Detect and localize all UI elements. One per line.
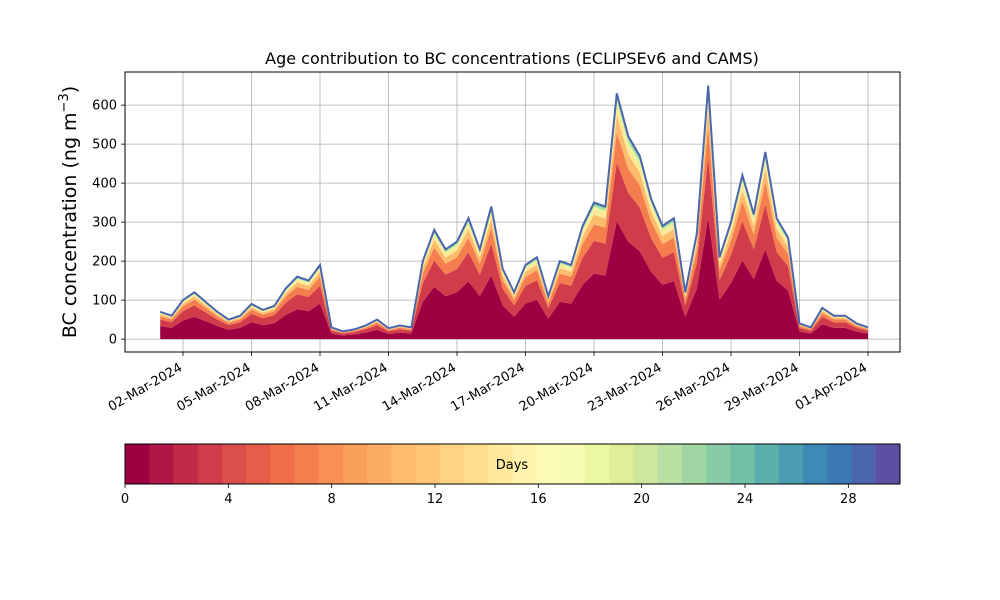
colorbar-tick-label: 8 (328, 492, 336, 507)
y-tick-label: 600 (92, 99, 117, 114)
colorbar-swatch (318, 444, 344, 484)
colorbar-swatch (367, 444, 392, 484)
colorbar-swatch (585, 444, 610, 484)
colorbar-tick-label: 24 (737, 492, 754, 507)
age-band-area (160, 217, 868, 340)
x-tick-label: 02-Mar-2024 (106, 360, 185, 414)
colorbar-swatch (657, 444, 683, 484)
colorbar-swatch (173, 444, 199, 484)
colorbar-swatch (512, 444, 538, 484)
colorbar-swatch (560, 444, 586, 484)
y-tick-label: 300 (92, 216, 117, 231)
colorbar-swatch (294, 444, 320, 484)
colorbar-tick-label: 0 (121, 492, 129, 507)
colorbar-swatch (149, 444, 174, 484)
colorbar-tick-label: 4 (224, 492, 232, 507)
colorbar-swatch (464, 444, 489, 484)
x-tick-label: 17-Mar-2024 (448, 360, 527, 414)
colorbar-swatch (609, 444, 635, 484)
colorbar-swatch (730, 444, 756, 484)
colorbar-tick-label: 28 (840, 492, 857, 507)
colorbar-swatch (778, 444, 804, 484)
colorbar-tick-label: 16 (530, 492, 547, 507)
colorbar-swatch (827, 444, 853, 484)
plot-frame-rect (124, 71, 901, 353)
chart-title: Age contribution to BC concentrations (E… (265, 49, 759, 68)
colorbar-swatch (706, 444, 731, 484)
colorbar-swatch (246, 444, 271, 484)
y-tick-label: 100 (92, 294, 117, 309)
colorbar-swatch (536, 444, 562, 484)
age-band-area (160, 156, 868, 336)
colorbar-swatch (221, 444, 247, 484)
colorbar (124, 443, 901, 485)
y-ticks: 0 100 200 300 400 500 600 (92, 99, 125, 348)
y-tick-label: 0 (109, 333, 117, 348)
y-tick-label: 400 (92, 177, 117, 192)
y-axis-label: BC concentration (ng m−3) (57, 86, 81, 338)
x-ticks: 02-Mar-202405-Mar-202408-Mar-202411-Mar-… (106, 352, 870, 415)
colorbar-tick-label: 12 (427, 492, 444, 507)
total-series-line (159, 85, 869, 333)
colorbar-swatch (415, 444, 441, 484)
colorbar-swatch (754, 444, 780, 484)
colorbar-swatch (391, 444, 417, 484)
colorbar-frame (124, 443, 901, 485)
x-tick-label: 26-Mar-2024 (654, 360, 733, 414)
colorbar-swatch (197, 444, 223, 484)
plot-frame (124, 71, 901, 353)
colorbar-swatch (682, 444, 707, 484)
x-tick-label: 23-Mar-2024 (585, 360, 664, 414)
colorbar-swatch (633, 444, 659, 484)
colorbar-swatch (125, 444, 150, 484)
x-tick-label: 14-Mar-2024 (380, 360, 459, 414)
colorbar-swatch (875, 444, 901, 484)
y-tick-label: 200 (92, 255, 117, 270)
colorbar-swatch (342, 444, 368, 484)
y-axis-label-main: BC concentration (ng m (59, 112, 81, 338)
y-axis-label-close: ) (59, 86, 81, 93)
x-tick-label: 05-Mar-2024 (174, 360, 253, 414)
x-tick-label: 20-Mar-2024 (517, 360, 596, 414)
colorbar-tick-label: 20 (633, 492, 650, 507)
plot-areas (159, 85, 869, 340)
x-tick-label: 01-Apr-2024 (793, 360, 870, 413)
x-tick-label: 29-Mar-2024 (722, 360, 801, 414)
colorbar-swatch (851, 444, 877, 484)
age-band-area (160, 126, 868, 334)
colorbar-swatch (270, 444, 296, 484)
colorbar-swatch (439, 444, 465, 484)
y-axis-label-sup: −3 (57, 93, 72, 112)
y-tick-label: 500 (92, 138, 117, 153)
colorbar-swatch (803, 444, 828, 484)
colorbar-ticks: 0 4 8 12 16 20 24 28 (121, 484, 857, 507)
x-tick-label: 11-Mar-2024 (311, 360, 390, 414)
colorbar-swatch (488, 444, 513, 484)
colorbar-label: Days (496, 458, 529, 473)
x-tick-label: 08-Mar-2024 (243, 360, 322, 414)
